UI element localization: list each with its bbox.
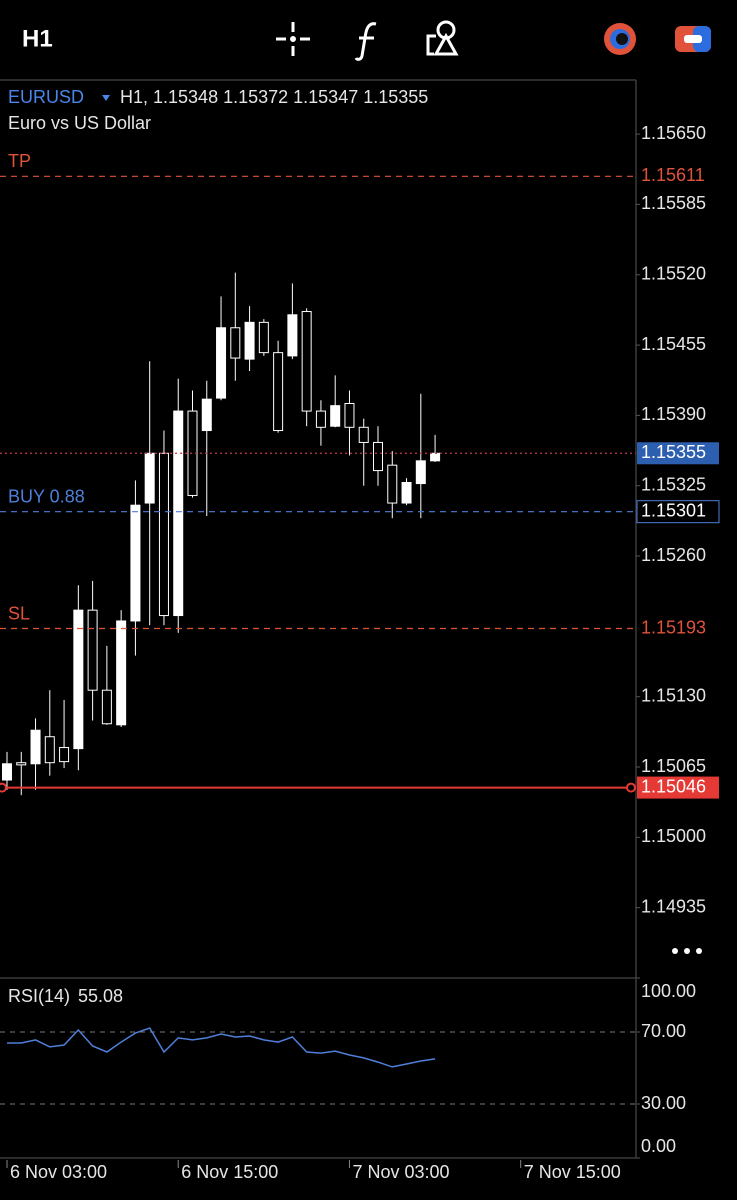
candle-body bbox=[1, 763, 12, 781]
candle-body bbox=[430, 452, 441, 462]
candle-body bbox=[201, 398, 212, 432]
level-price: 1.15301 bbox=[641, 500, 706, 520]
candle-body bbox=[30, 729, 41, 765]
candle-body bbox=[387, 464, 398, 504]
level-price: 1.15046 bbox=[641, 776, 706, 796]
candle-body bbox=[301, 311, 312, 412]
symbol[interactable]: EURUSD bbox=[8, 87, 84, 107]
rsi-value: 55.08 bbox=[78, 986, 123, 1006]
candle-body bbox=[358, 426, 369, 443]
level-handle bbox=[626, 782, 636, 793]
y-tick-label: 0.00 bbox=[641, 1136, 676, 1156]
candle-body bbox=[73, 609, 84, 750]
timeframe-button[interactable]: H1 bbox=[22, 25, 53, 52]
candle-body bbox=[130, 504, 141, 622]
y-tick-label: 1.15000 bbox=[641, 826, 706, 846]
indicator-icon[interactable] bbox=[354, 22, 377, 61]
candle-body bbox=[344, 402, 355, 428]
level-label: TP bbox=[8, 151, 31, 171]
candle-body bbox=[16, 762, 27, 766]
candle-body bbox=[44, 736, 55, 764]
candle-body bbox=[101, 689, 112, 725]
description: Euro vs US Dollar bbox=[8, 113, 151, 133]
level-price: 1.15193 bbox=[641, 617, 706, 637]
y-tick-label: 1.15325 bbox=[641, 474, 706, 494]
objects-icon[interactable] bbox=[426, 20, 459, 56]
trade-icon[interactable] bbox=[604, 23, 636, 55]
candle-body bbox=[373, 441, 384, 472]
candle-body bbox=[330, 405, 341, 427]
y-tick-label: 30.00 bbox=[641, 1093, 686, 1113]
candle-body bbox=[116, 620, 127, 726]
y-tick-label: 1.15390 bbox=[641, 404, 706, 424]
candle-body bbox=[59, 747, 70, 763]
rsi-title: RSI(14) bbox=[8, 986, 70, 1006]
more-menu[interactable] bbox=[672, 948, 702, 954]
candle-body bbox=[158, 452, 169, 617]
candle-body bbox=[287, 314, 298, 357]
account-icon[interactable] bbox=[675, 26, 711, 52]
rsi-line bbox=[7, 1027, 436, 1068]
candle-body bbox=[144, 452, 155, 504]
y-tick-label: 1.15260 bbox=[641, 545, 706, 565]
x-tick-label: 7 Nov 03:00 bbox=[352, 1162, 449, 1182]
y-tick-label: 1.15455 bbox=[641, 334, 706, 354]
candle-body bbox=[230, 327, 241, 359]
y-tick-label: 1.15520 bbox=[641, 263, 706, 283]
quote: H1, 1.15348 1.15372 1.15347 1.15355 bbox=[120, 87, 428, 107]
y-tick-label: 100.00 bbox=[641, 981, 696, 1001]
candle-body bbox=[244, 321, 255, 360]
level-label: SL bbox=[8, 603, 30, 623]
price-box bbox=[636, 500, 720, 524]
candle-body bbox=[273, 352, 284, 432]
crosshair-icon[interactable] bbox=[276, 22, 310, 56]
level-price: 1.15355 bbox=[641, 442, 706, 462]
x-tick-label: 7 Nov 15:00 bbox=[524, 1162, 621, 1182]
candle-body bbox=[315, 410, 326, 428]
y-tick-label: 1.15650 bbox=[641, 123, 706, 143]
y-tick-label: 1.15130 bbox=[641, 685, 706, 705]
price-box bbox=[637, 442, 719, 465]
x-tick-label: 6 Nov 15:00 bbox=[181, 1162, 278, 1182]
candle-body bbox=[258, 321, 269, 354]
candle-body bbox=[87, 609, 98, 691]
level-label: BUY 0.88 bbox=[8, 486, 85, 506]
candle-body bbox=[216, 327, 227, 399]
x-tick-label: 6 Nov 03:00 bbox=[10, 1162, 107, 1182]
candle-body bbox=[401, 481, 412, 504]
symbol-dropdown[interactable] bbox=[102, 95, 110, 101]
price-box bbox=[637, 776, 719, 799]
y-tick-label: 1.15065 bbox=[641, 756, 706, 776]
candle-body bbox=[173, 410, 184, 617]
level-handle bbox=[0, 782, 7, 793]
y-tick-label: 1.14935 bbox=[641, 896, 706, 916]
level-price: 1.15611 bbox=[641, 165, 705, 185]
y-tick-label: 70.00 bbox=[641, 1021, 686, 1041]
candle-body bbox=[415, 460, 426, 485]
y-tick-label: 1.15585 bbox=[641, 193, 706, 213]
